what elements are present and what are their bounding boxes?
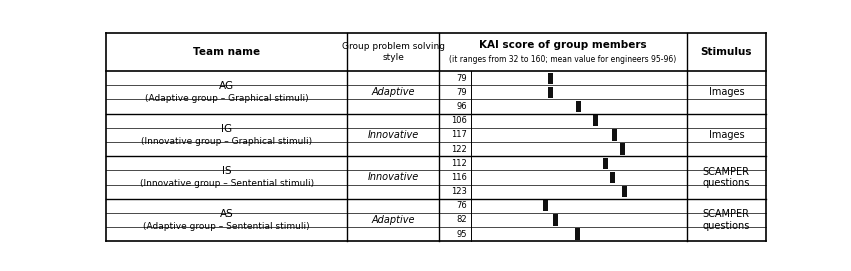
Text: 117: 117 [451, 130, 467, 139]
FancyBboxPatch shape [553, 214, 558, 225]
FancyBboxPatch shape [574, 228, 580, 240]
Text: 106: 106 [451, 116, 467, 125]
FancyBboxPatch shape [603, 157, 608, 169]
Text: IG: IG [221, 124, 232, 134]
Text: KAI score of group members: KAI score of group members [479, 40, 647, 50]
Text: AS: AS [220, 209, 234, 218]
FancyBboxPatch shape [548, 73, 553, 84]
Text: 82: 82 [457, 215, 467, 224]
Text: 79: 79 [457, 88, 467, 97]
Text: (Innovative group – Sentential stimuli): (Innovative group – Sentential stimuli) [140, 179, 314, 188]
Text: Stimulus: Stimulus [700, 47, 752, 57]
Text: (Adaptive group – Sentential stimuli): (Adaptive group – Sentential stimuli) [144, 222, 310, 231]
Text: Adaptive: Adaptive [372, 215, 415, 225]
Text: IS: IS [222, 166, 231, 176]
FancyBboxPatch shape [593, 115, 598, 126]
Text: (Adaptive group – Graphical stimuli): (Adaptive group – Graphical stimuli) [145, 94, 309, 103]
FancyBboxPatch shape [610, 172, 615, 183]
Text: Group problem solving
style: Group problem solving style [342, 42, 445, 62]
Text: 76: 76 [456, 201, 467, 210]
Text: Innovative: Innovative [368, 172, 419, 182]
Text: SCAMPER
questions: SCAMPER questions [703, 167, 750, 188]
Text: 95: 95 [457, 230, 467, 238]
FancyBboxPatch shape [576, 101, 581, 112]
Text: Team name: Team name [193, 47, 260, 57]
Text: 112: 112 [452, 159, 467, 168]
Text: Images: Images [709, 87, 744, 97]
Text: (Innovative group – Graphical stimuli): (Innovative group – Graphical stimuli) [141, 137, 312, 146]
FancyBboxPatch shape [548, 87, 553, 98]
Text: 96: 96 [457, 102, 467, 111]
Text: 79: 79 [457, 74, 467, 83]
Text: 122: 122 [452, 144, 467, 154]
Text: 123: 123 [451, 187, 467, 196]
FancyBboxPatch shape [620, 143, 625, 155]
Text: SCAMPER
questions: SCAMPER questions [703, 209, 750, 231]
Text: Innovative: Innovative [368, 130, 419, 140]
Text: AG: AG [220, 81, 234, 91]
Text: (it ranges from 32 to 160; mean value for engineers 95-96): (it ranges from 32 to 160; mean value fo… [449, 55, 677, 64]
FancyBboxPatch shape [622, 186, 627, 197]
Text: 116: 116 [451, 173, 467, 182]
FancyBboxPatch shape [543, 200, 548, 211]
Text: Images: Images [709, 130, 744, 140]
FancyBboxPatch shape [612, 129, 617, 141]
Text: Adaptive: Adaptive [372, 87, 415, 97]
